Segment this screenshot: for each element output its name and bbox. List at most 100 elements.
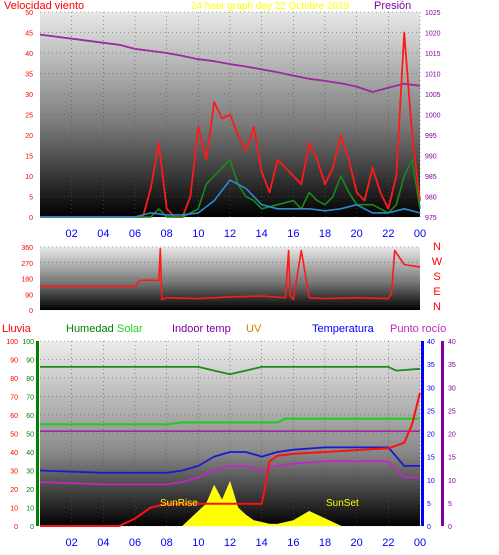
humidity-tick-label: 50 bbox=[26, 432, 34, 439]
y2-tick-label: 1000 bbox=[425, 113, 441, 120]
y-tick-label: 45 bbox=[25, 31, 33, 38]
y2-tick-label: 985 bbox=[425, 174, 437, 181]
humidity-tick-label: 30 bbox=[26, 469, 34, 476]
y2-tick-label: 990 bbox=[425, 154, 437, 161]
temp-tick-label: 15 bbox=[427, 455, 435, 462]
temp-tick-label: 20 bbox=[427, 432, 435, 439]
y2-tick-label: 975 bbox=[425, 215, 437, 222]
humidity-tick-label: 100 bbox=[22, 339, 34, 346]
dew-tick-label: 25 bbox=[448, 408, 456, 415]
x-tick-label: 22 bbox=[382, 537, 394, 549]
temp-axis-bar bbox=[421, 341, 424, 526]
x-tick-label: 00 bbox=[414, 537, 426, 549]
x-tick-label: 02 bbox=[66, 228, 78, 240]
sunset-annotation: SunSet bbox=[326, 498, 359, 509]
sunrise-annotation: SunRise bbox=[160, 498, 198, 509]
humidity-line bbox=[40, 366, 421, 376]
y-tick-label: 10 bbox=[25, 174, 33, 181]
rain-axis-bar bbox=[36, 341, 39, 526]
temp-tick-label: 40 bbox=[427, 339, 435, 346]
x-tick-label: 08 bbox=[161, 537, 173, 549]
rain-line bbox=[40, 392, 421, 527]
humidity-tick-label: 70 bbox=[26, 395, 34, 402]
y2-tick-label: 1005 bbox=[425, 92, 441, 99]
dew-tick-label: 15 bbox=[448, 455, 456, 462]
y-tick-label: 15 bbox=[25, 154, 33, 161]
y2-tick-label: 1025 bbox=[425, 10, 441, 17]
y2-tick-label: 1010 bbox=[425, 72, 441, 79]
rain-tick-label: 60 bbox=[10, 413, 18, 420]
y-tick-label: 40 bbox=[25, 51, 33, 58]
rain-tick-label: 40 bbox=[10, 450, 18, 457]
dew-tick-label: 35 bbox=[448, 362, 456, 369]
dew-tick-label: 10 bbox=[448, 478, 456, 485]
humidity-tick-label: 20 bbox=[26, 487, 34, 494]
compass-letter: S bbox=[433, 271, 440, 283]
temp-tick-label: 35 bbox=[427, 362, 435, 369]
pressure-label: Presión bbox=[374, 0, 411, 12]
rain-tick-label: 10 bbox=[10, 506, 18, 513]
x-tick-label: 18 bbox=[319, 537, 331, 549]
rain-tick-label: 30 bbox=[10, 469, 18, 476]
x-tick-label: 04 bbox=[97, 228, 109, 240]
y2-tick-label: 1020 bbox=[425, 31, 441, 38]
temperature-line bbox=[39, 446, 420, 474]
temp-tick-label: 25 bbox=[427, 408, 435, 415]
uv-label: UV bbox=[246, 323, 262, 335]
pressure-line bbox=[39, 33, 421, 93]
compass-letter: E bbox=[433, 286, 440, 298]
direction-tick-label: 270 bbox=[21, 261, 33, 268]
temp-tick-label: 10 bbox=[427, 478, 435, 485]
compass-letter: N bbox=[433, 301, 441, 313]
y-tick-label: 50 bbox=[25, 10, 33, 17]
temperature-label: Temperatura bbox=[312, 323, 375, 335]
x-tick-label: 22 bbox=[382, 228, 394, 240]
x-tick-label: 10 bbox=[192, 228, 204, 240]
y-tick-label: 25 bbox=[25, 113, 33, 120]
direction-tick-label: 180 bbox=[21, 277, 33, 284]
temp-tick-label: 5 bbox=[427, 501, 431, 508]
y-tick-label: 5 bbox=[29, 195, 33, 202]
y2-tick-label: 1015 bbox=[425, 51, 441, 58]
x-tick-label: 10 bbox=[192, 537, 204, 549]
x-tick-label: 20 bbox=[351, 537, 363, 549]
compass-letter: W bbox=[432, 256, 443, 268]
direction-tick-label: 90 bbox=[25, 292, 33, 299]
x-tick-label: 12 bbox=[224, 537, 236, 549]
temp-tick-label: 30 bbox=[427, 385, 435, 392]
direction-tick-label: 0 bbox=[29, 308, 33, 315]
rain-tick-label: 80 bbox=[10, 376, 18, 383]
dew-tick-label: 40 bbox=[448, 339, 456, 346]
dew-tick-label: 20 bbox=[448, 432, 456, 439]
humidity-tick-label: 10 bbox=[26, 506, 34, 513]
rain-tick-label: 100 bbox=[6, 339, 18, 346]
humidity-tick-label: 40 bbox=[26, 450, 34, 457]
solar-line bbox=[40, 417, 420, 426]
y-tick-label: 30 bbox=[25, 92, 33, 99]
direction-tick-label: 360 bbox=[21, 245, 33, 252]
humidity-tick-label: 90 bbox=[26, 358, 34, 365]
wind-direction-line bbox=[40, 248, 421, 301]
humidity-tick-label: 60 bbox=[26, 413, 34, 420]
x-tick-label: 04 bbox=[97, 537, 109, 549]
x-tick-label: 02 bbox=[66, 537, 78, 549]
y2-tick-label: 995 bbox=[425, 133, 437, 140]
x-tick-label: 20 bbox=[351, 228, 363, 240]
dew-point-label: Punto rocío bbox=[390, 323, 446, 335]
y-tick-label: 35 bbox=[25, 72, 33, 79]
compass-letter: N bbox=[433, 241, 441, 253]
x-tick-label: 08 bbox=[161, 228, 173, 240]
humidity-tick-label: 80 bbox=[26, 376, 34, 383]
rain-tick-label: 90 bbox=[10, 358, 18, 365]
x-tick-label: 00 bbox=[414, 228, 426, 240]
rain-tick-label: 50 bbox=[10, 432, 18, 439]
chart-title: 24 hour graph day 22 Octubre 2019 bbox=[191, 1, 350, 12]
wind-speed-label: Velocidad viento bbox=[4, 0, 84, 12]
dew-axis-bar bbox=[441, 341, 444, 526]
wind-average-line bbox=[40, 179, 421, 218]
dew-tick-label: 30 bbox=[448, 385, 456, 392]
y-tick-label: 0 bbox=[29, 215, 33, 222]
dew-tick-label: 5 bbox=[448, 501, 452, 508]
dew-point-line bbox=[39, 460, 420, 486]
